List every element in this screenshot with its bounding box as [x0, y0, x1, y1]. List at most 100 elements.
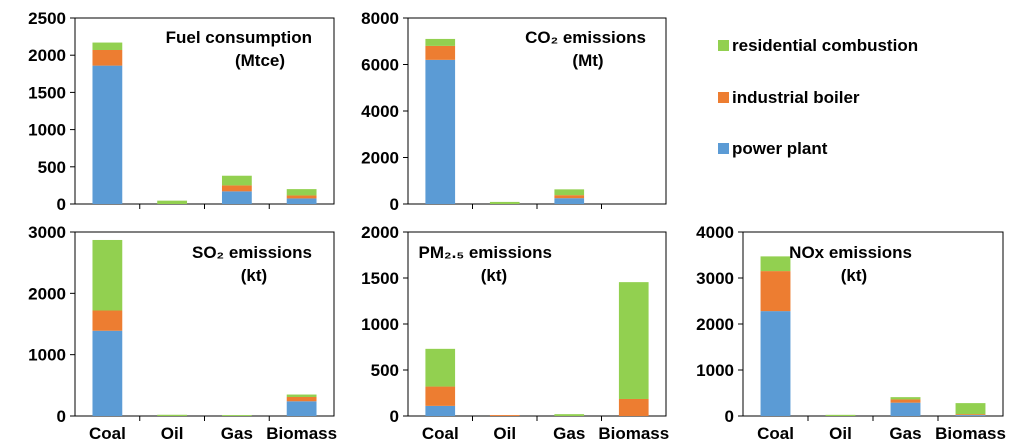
legend-item-power-plant: power plant [718, 139, 828, 158]
bar-biomass-industrial-boiler [286, 195, 317, 199]
bar-coal-residential-combustion [425, 38, 456, 46]
bar-coal-industrial-boiler [92, 49, 123, 66]
bar-coal-industrial-boiler [760, 271, 791, 312]
y-tick-label: 1500 [361, 269, 399, 288]
y-tick-label: 2000 [28, 284, 66, 303]
bar-coal-power-plant [760, 311, 791, 416]
bar-biomass-power-plant [286, 401, 317, 416]
chart-unit: (Mtce) [235, 51, 285, 70]
x-category-label-oil: Oil [161, 424, 184, 442]
bar-biomass-residential-combustion [286, 189, 317, 196]
bar-biomass-industrial-boiler [618, 398, 649, 416]
x-category-label-gas: Gas [221, 424, 253, 442]
y-tick-label: 0 [57, 195, 66, 214]
chart-2: 0 2000 4000 6000 8000 CO₂ emissions (Mt) [361, 9, 667, 214]
y-tick-label: 8000 [361, 9, 399, 28]
chart-unit: (Mt) [572, 51, 603, 70]
bar-coal-residential-combustion [760, 256, 791, 272]
y-tick-label: 2000 [361, 149, 399, 168]
x-category-label-coal: Coal [89, 424, 126, 442]
x-category-label-biomass: Biomass [266, 424, 337, 442]
y-tick-label: 3000 [696, 269, 734, 288]
chart-5: 0 1000 2000 3000 4000 Coal Oil Gas Biomass NOx em… [696, 223, 1006, 442]
bar-coal-industrial-boiler [425, 45, 456, 60]
legend-swatch [718, 143, 729, 154]
bar-gas-residential-combustion [221, 415, 252, 416]
chart-title: NOx emissions [789, 243, 912, 262]
y-tick-label: 500 [38, 158, 66, 177]
bar-coal-residential-combustion [425, 348, 456, 387]
y-tick-label: 1000 [361, 315, 399, 334]
x-category-label-coal: Coal [757, 424, 794, 442]
bar-gas-industrial-boiler [890, 399, 921, 403]
legend-item-residential-combustion: residential combustion [718, 36, 918, 55]
y-tick-label: 1000 [28, 121, 66, 140]
bar-gas-industrial-boiler [554, 195, 585, 199]
y-tick-label: 1000 [696, 361, 734, 380]
y-tick-label: 4000 [361, 102, 399, 121]
bar-biomass-power-plant [286, 198, 317, 204]
y-tick-label: 3000 [28, 223, 66, 242]
chart-title: PM₂.₅ emissions [419, 243, 552, 262]
bar-coal-power-plant [425, 405, 456, 416]
chart-1: 0 500 1000 1500 2000 2500 Fuel consumption (Mtc… [28, 9, 335, 214]
bar-oil-residential-combustion [157, 414, 188, 416]
y-tick-label: 0 [390, 407, 399, 426]
bar-coal-industrial-boiler [425, 386, 456, 406]
bar-coal-power-plant [92, 65, 123, 204]
bar-biomass-residential-combustion [955, 403, 986, 415]
y-tick-label: 500 [371, 361, 399, 380]
legend-label: power plant [732, 139, 828, 158]
bar-coal-industrial-boiler [92, 310, 123, 331]
bar-oil-residential-combustion [825, 414, 856, 416]
y-tick-label: 1000 [28, 346, 66, 365]
chart-title: CO₂ emissions [525, 28, 646, 47]
bar-biomass-industrial-boiler [955, 414, 986, 416]
bar-gas-power-plant [890, 402, 921, 416]
bar-gas-residential-combustion [890, 397, 921, 400]
x-category-label-oil: Oil [829, 424, 852, 442]
bar-gas-residential-combustion [221, 175, 252, 186]
bar-biomass-residential-combustion [618, 282, 649, 399]
y-tick-label: 6000 [361, 56, 399, 75]
x-category-label-coal: Coal [422, 424, 459, 442]
bar-gas-power-plant [554, 198, 585, 204]
legend-swatch [718, 92, 729, 103]
bar-gas-power-plant [221, 191, 252, 204]
chart-title: Fuel consumption [166, 28, 312, 47]
bar-oil-industrial-boiler [489, 415, 520, 416]
bar-biomass-industrial-boiler [286, 396, 317, 402]
bar-biomass-power-plant [955, 415, 986, 416]
y-tick-label: 0 [390, 195, 399, 214]
y-tick-label: 4000 [696, 223, 734, 242]
x-category-label-gas: Gas [889, 424, 921, 442]
bar-biomass-residential-combustion [286, 394, 317, 397]
legend-label: industrial boiler [732, 88, 860, 107]
y-tick-label: 0 [57, 407, 66, 426]
x-category-label-biomass: Biomass [935, 424, 1006, 442]
bar-coal-power-plant [425, 59, 456, 204]
chart-4: 0 500 1000 1500 2000 Coal Oil Gas Biomass PM₂.₅ e… [361, 223, 669, 442]
chart-unit: (kt) [241, 266, 267, 285]
y-tick-label: 0 [725, 407, 734, 426]
bar-coal-power-plant [92, 330, 123, 416]
bar-gas-industrial-boiler [221, 185, 252, 192]
legend: residential combustion industrial boiler p… [718, 36, 918, 158]
bar-oil-residential-combustion [489, 201, 520, 204]
y-tick-label: 2000 [361, 223, 399, 242]
y-tick-label: 2000 [696, 315, 734, 334]
bar-coal-residential-combustion [92, 42, 123, 50]
y-tick-label: 2500 [28, 9, 66, 28]
x-category-label-oil: Oil [493, 424, 516, 442]
legend-item-industrial-boiler: industrial boiler [718, 88, 860, 107]
y-tick-label: 1500 [28, 83, 66, 102]
x-category-label-gas: Gas [553, 424, 585, 442]
legend-label: residential combustion [732, 36, 918, 55]
chart-title: SO₂ emissions [192, 243, 312, 262]
bar-oil-residential-combustion [157, 200, 188, 204]
chart-3: 0 1000 2000 3000 Coal Oil Gas Biomass SO₂ emissi… [28, 223, 337, 442]
x-category-label-biomass: Biomass [598, 424, 669, 442]
bar-gas-residential-combustion [554, 189, 585, 196]
y-tick-label: 2000 [28, 46, 66, 65]
